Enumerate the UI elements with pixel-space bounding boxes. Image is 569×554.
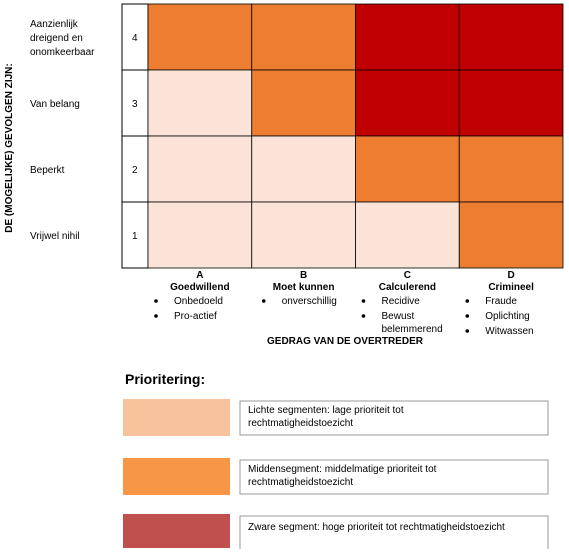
bullet: [465, 329, 470, 333]
matrix-cell: [355, 69, 460, 137]
column-bullet: Onbedoeld: [174, 296, 223, 307]
row-number: 3: [132, 99, 138, 110]
bullet: [154, 299, 158, 303]
matrix-cell: [147, 135, 253, 203]
matrix-cell: [458, 69, 564, 137]
bullet: [361, 299, 366, 303]
row-label: Beperkt: [30, 165, 65, 176]
x-axis-title: GEDRAG VAN DE OVERTREDER: [267, 336, 424, 347]
y-axis-title: DE (MOGELIJKE) GEVOLGEN ZIJN:: [4, 63, 15, 232]
column-name: Moet kunnen: [273, 282, 335, 293]
column-name: Goedwillend: [170, 282, 229, 293]
bullet: [465, 299, 470, 303]
column-bullet: onverschillig: [282, 296, 337, 307]
matrix-cell: [355, 3, 460, 71]
column-bullet: Witwassen: [485, 326, 533, 337]
column-letter: B: [300, 270, 307, 281]
legend-title: Prioritering:: [125, 371, 205, 387]
legend-text: Zware segment: hoge prioriteit tot recht…: [248, 522, 505, 533]
legend-swatch: [123, 458, 230, 495]
legend-box: [239, 515, 549, 551]
legend-text: Lichte segmenten: lage prioriteit tot: [248, 405, 404, 416]
row-number: 4: [132, 33, 138, 44]
matrix-cell: [147, 69, 253, 137]
column-letter: C: [404, 270, 411, 281]
row-label: Van belang: [30, 99, 80, 110]
row-label: Aanzienlijk: [30, 19, 79, 30]
legend-box: [239, 400, 549, 436]
bullet: [154, 314, 158, 318]
legend-box: [239, 459, 549, 495]
matrix-cell: [458, 3, 564, 71]
legend-text: rechtmatigheidstoezicht: [248, 418, 353, 429]
matrix-cell: [251, 201, 356, 269]
matrix-cell: [458, 135, 564, 203]
matrix-cell: [251, 69, 356, 137]
legend-text: rechtmatigheidstoezicht: [248, 477, 353, 488]
bullet: [261, 299, 266, 303]
matrix-cell: [355, 201, 460, 269]
legend-swatch: [123, 514, 230, 548]
matrix-cell: [251, 3, 356, 71]
legend-swatch: [123, 399, 230, 436]
row-number: 2: [132, 165, 138, 176]
column-letter: A: [196, 270, 203, 281]
matrix-cell: [251, 135, 356, 203]
matrix-cell: [458, 201, 564, 269]
bullet: [465, 314, 470, 318]
column-bullet: Pro-actief: [174, 311, 217, 322]
legend-text: Middensegment: middelmatige prioriteit t…: [248, 464, 437, 475]
bullet: [361, 314, 366, 318]
matrix-cell: [147, 201, 253, 269]
matrix-cell: [355, 135, 460, 203]
column-name: Calculerend: [379, 282, 436, 293]
column-bullet: Recidive: [382, 296, 421, 307]
column-bullet: Fraude: [485, 296, 517, 307]
row-label: Vrijwel nihil: [30, 231, 80, 242]
row-label: onomkeerbaar: [30, 47, 95, 58]
row-number: 1: [132, 231, 138, 242]
matrix-cell: [147, 3, 253, 71]
column-letter: D: [508, 270, 515, 281]
column-bullet: Oplichting: [485, 311, 529, 322]
column-name: Crimineel: [488, 282, 534, 293]
column-bullet: Bewust belemmerend: [382, 311, 443, 335]
row-label: dreigend en: [30, 33, 83, 44]
